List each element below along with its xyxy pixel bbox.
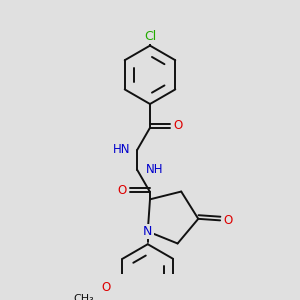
Text: O: O [117, 184, 126, 197]
Text: O: O [224, 214, 233, 227]
Text: Cl: Cl [144, 30, 156, 43]
Text: CH₃: CH₃ [74, 294, 94, 300]
Text: HN: HN [112, 143, 130, 156]
Text: O: O [174, 119, 183, 132]
Text: N: N [143, 225, 152, 238]
Text: O: O [101, 281, 111, 295]
Text: NH: NH [146, 164, 164, 176]
